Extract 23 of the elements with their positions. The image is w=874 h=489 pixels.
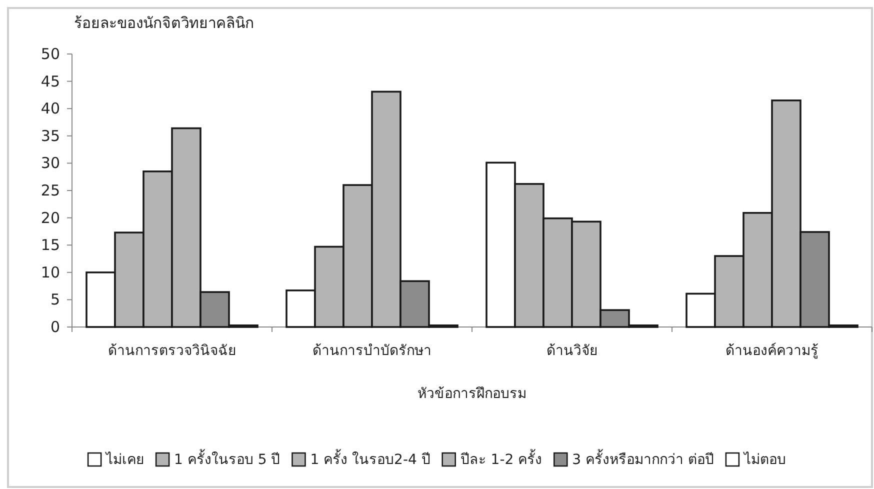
x-tick-label: ด้านองค์ความรู้ — [726, 342, 818, 359]
y-tick-label: 0 — [50, 318, 60, 336]
y-tick-label: 15 — [40, 236, 60, 254]
y-tick-label: 45 — [40, 72, 60, 90]
legend-label: 3 ครั้งหรือมากกว่า ต่อปี — [572, 449, 714, 468]
x-tick-label: ด้านวิจัย — [546, 343, 598, 359]
y-tick-label: 30 — [40, 154, 60, 172]
y-tick-label: 40 — [40, 100, 60, 118]
legend-label: 1 ครั้ง ในรอบ2-4 ปี — [310, 449, 430, 468]
y-tick-label: 35 — [40, 126, 60, 145]
x-tick-label: ด้านการตรวจวินิจฉัย — [108, 343, 236, 359]
y-tick-label: 10 — [40, 263, 60, 282]
x-tick-label: ด้านการบำบัดรักษา — [312, 343, 432, 359]
x-axis-title: หัวข้อการฝึกอบรม — [418, 386, 526, 402]
legend-label: ไม่ตอบ — [742, 451, 786, 468]
legend-label: ไม่เคย — [105, 451, 144, 468]
y-tick-label: 25 — [40, 182, 60, 200]
y-axis-title: ร้อยละของนักจิตวิทยาคลินิก — [74, 14, 254, 32]
y-tick-label: 20 — [40, 208, 60, 227]
legend-label: ปีละ 1-2 ครั้ง — [460, 449, 542, 468]
y-tick-label: 5 — [50, 290, 60, 309]
legend-label: 1 ครั้งในรอบ 5 ปี — [174, 449, 280, 468]
y-tick-label: 50 — [40, 45, 60, 63]
